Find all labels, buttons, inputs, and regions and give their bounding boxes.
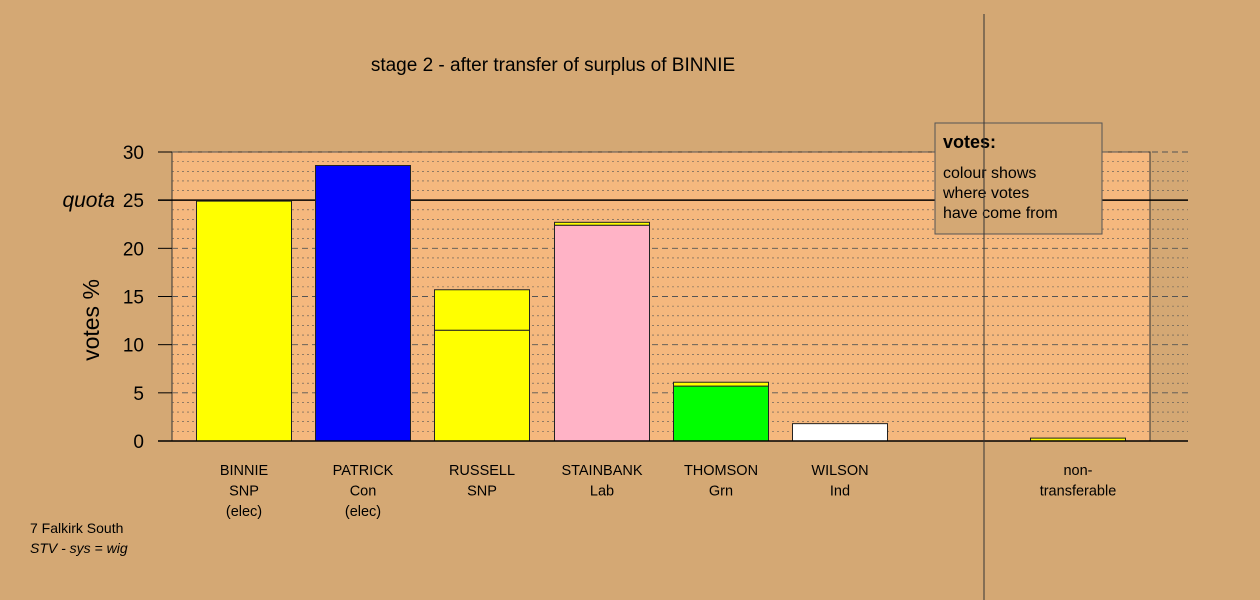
bar-segment (196, 200, 292, 442)
candidate-label: WILSON (811, 463, 868, 479)
legend-line-2: where votes (942, 185, 1029, 202)
candidate-label: non- (1063, 463, 1092, 479)
legend-title: votes: (943, 132, 996, 152)
candidate-label: Ind (830, 484, 850, 500)
bar-segment (554, 221, 650, 226)
bar-segment (792, 423, 888, 442)
legend-box (934, 122, 1103, 235)
candidate-label: PATRICK (333, 463, 394, 479)
bar-segment (673, 381, 769, 387)
y-tick-label: 15 (123, 288, 144, 309)
bar-segment (434, 329, 530, 442)
y-tick-labels: 0 5 10 15 20 25 30 (123, 143, 144, 453)
y-tick-label: 0 (133, 432, 144, 453)
candidate-label: SNP (467, 484, 497, 500)
legend-line-3: have come from (943, 205, 1058, 222)
bars (196, 164, 1126, 442)
legend-line-1: colour shows (943, 165, 1036, 182)
candidate-label: STAINBANK (561, 463, 642, 479)
bar-segment (434, 289, 530, 331)
system-label: STV - sys = wig (30, 540, 128, 556)
bar-segment (554, 224, 650, 442)
candidate-labels: BINNIE SNP (elec) PATRICK Con (elec) RUSSELL SN… (220, 463, 1116, 520)
y-tick-label: 5 (133, 384, 144, 405)
y-tick-label: 30 (123, 143, 144, 164)
candidate-label: Con (350, 484, 377, 500)
y-tick-label: 25 (123, 191, 144, 212)
y-tick-label: 10 (123, 336, 144, 357)
axes (158, 151, 1188, 442)
candidate-label: transferable (1040, 484, 1117, 500)
candidate-label: (elec) (226, 504, 262, 520)
candidate-label: Lab (590, 484, 614, 500)
candidate-label: SNP (229, 484, 259, 500)
constituency-label: 7 Falkirk South (30, 520, 123, 536)
candidate-label: THOMSON (684, 463, 758, 479)
y-axis-label: votes % (78, 279, 104, 361)
legend: votes: colour shows where votes have com… (934, 122, 1103, 235)
bar-segment (315, 164, 411, 442)
chart-title: stage 2 - after transfer of surplus of B… (371, 55, 735, 76)
candidate-label: Grn (709, 484, 733, 500)
candidate-label: BINNIE (220, 463, 269, 479)
quota-label: quota (62, 189, 115, 212)
candidate-label: (elec) (345, 504, 381, 520)
y-tick-label: 20 (123, 239, 144, 260)
bar-segment (673, 385, 769, 442)
candidate-label: RUSSELL (449, 463, 515, 479)
